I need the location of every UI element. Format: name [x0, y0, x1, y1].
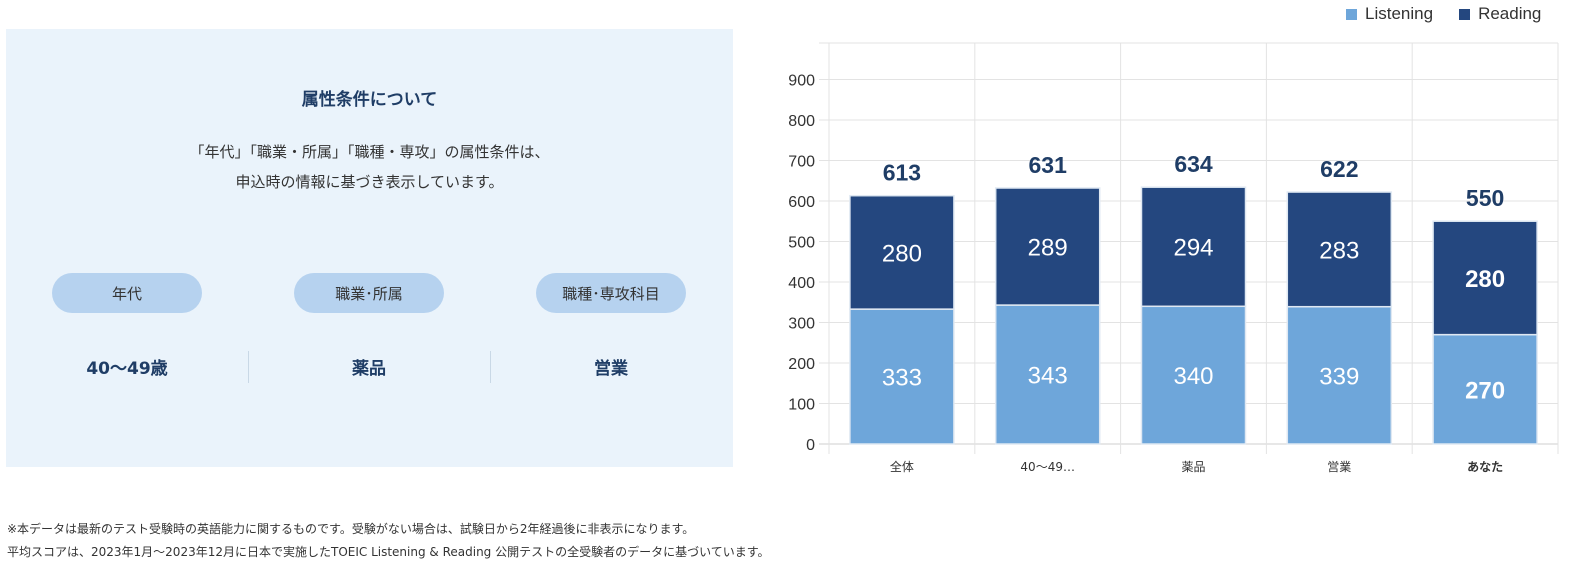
bar-value-label: 289: [1028, 235, 1068, 262]
y-tick-label: 800: [788, 113, 815, 130]
bar-total-label: 631: [1029, 152, 1068, 178]
legend-item-reading[interactable]: Reading: [1459, 4, 1541, 24]
attr-label-occupation: 職業･所属: [294, 273, 444, 313]
legend-swatch-listening: [1346, 8, 1357, 20]
info-title: 属性条件について: [301, 90, 438, 110]
attr-value-job-major: 営業: [594, 359, 628, 379]
attr-divider: [490, 351, 491, 383]
bar-value-label: 339: [1319, 363, 1359, 390]
legend-label-listening: Listening: [1365, 4, 1434, 23]
legend-label-reading: Reading: [1478, 4, 1542, 23]
bar-total-label: 550: [1466, 185, 1504, 211]
bar-reading: [1286, 191, 1393, 308]
bar-listening: [1140, 305, 1247, 445]
bar-value-label: 280: [882, 240, 922, 267]
score-chart: 0 100 200 300 400 500 600 700 800 900 333 280 613 全体 3…: [788, 42, 1559, 474]
attribute-info-panel: 属性条件について 「年代」「職業・所属」「職種・専攻」の属性条件は、 申込時の情…: [6, 29, 733, 467]
bar-total-label: 634: [1174, 151, 1213, 177]
attr-label-age: 年代: [52, 273, 202, 313]
bar-total-label: 622: [1320, 156, 1358, 182]
y-tick-label: 600: [788, 194, 815, 211]
y-tick-label: 300: [788, 315, 815, 332]
bar-reading: [1432, 220, 1538, 336]
x-category-label: 営業: [1327, 460, 1351, 474]
x-category-label: 薬品: [1181, 460, 1205, 474]
bar-value-label: 280: [1465, 266, 1505, 293]
bar-value-label: 343: [1028, 363, 1068, 390]
legend-swatch-reading: [1459, 8, 1471, 20]
bar-value-label: 340: [1173, 363, 1213, 390]
y-tick-label: 400: [788, 275, 815, 292]
bar-total-label: 613: [883, 160, 921, 186]
bar-value-label: 333: [882, 365, 922, 392]
chart-legend: Listening Reading: [1346, 4, 1541, 24]
bar-value-label: 270: [1465, 377, 1505, 404]
y-tick-label: 700: [788, 153, 815, 170]
footnote-line1: ※本データは最新のテスト受験時の英語能力に関するものです。受験がない場合は、試験…: [7, 522, 695, 536]
bar-listening: [849, 308, 955, 445]
y-tick-label: 900: [788, 72, 815, 89]
x-category-label: 40〜49…: [1020, 460, 1075, 474]
y-tick-label: 100: [788, 396, 815, 413]
bar-reading: [849, 194, 955, 310]
x-category-label: あなた: [1467, 460, 1503, 474]
attr-value-age: 40〜49歳: [86, 359, 168, 379]
attr-value-occupation: 薬品: [352, 359, 386, 379]
bar-listening: [1432, 333, 1538, 445]
legend-item-listening[interactable]: Listening: [1346, 4, 1433, 24]
footnotes: ※本データは最新のテスト受験時の英語能力に関するものです。受験がない場合は、試験…: [7, 518, 770, 563]
info-description-line1: 「年代」「職業・所属」「職種・専攻」の属性条件は、: [189, 143, 550, 161]
bar-value-label: 283: [1319, 237, 1359, 264]
bar-reading: [1140, 186, 1247, 308]
y-tick-label: 0: [806, 437, 815, 454]
y-tick-label: 200: [788, 356, 815, 373]
bar-value-label: 294: [1173, 235, 1213, 262]
attr-divider: [248, 351, 249, 383]
x-category-label: 全体: [890, 459, 914, 474]
footnote-line2: 平均スコアは、2023年1月〜2023年12月に日本で実施したTOEIC Lis…: [7, 545, 770, 559]
bar-listening: [994, 304, 1101, 445]
info-description-line2: 申込時の情報に基づき表示しています。: [235, 173, 504, 191]
bar-reading: [994, 187, 1101, 306]
y-tick-label: 500: [788, 234, 815, 251]
bar-listening: [1286, 305, 1393, 445]
attr-label-job-major: 職種･専攻科目: [536, 273, 686, 313]
info-description: 「年代」「職業・所属」「職種・専攻」の属性条件は、 申込時の情報に基づき表示して…: [6, 137, 733, 197]
